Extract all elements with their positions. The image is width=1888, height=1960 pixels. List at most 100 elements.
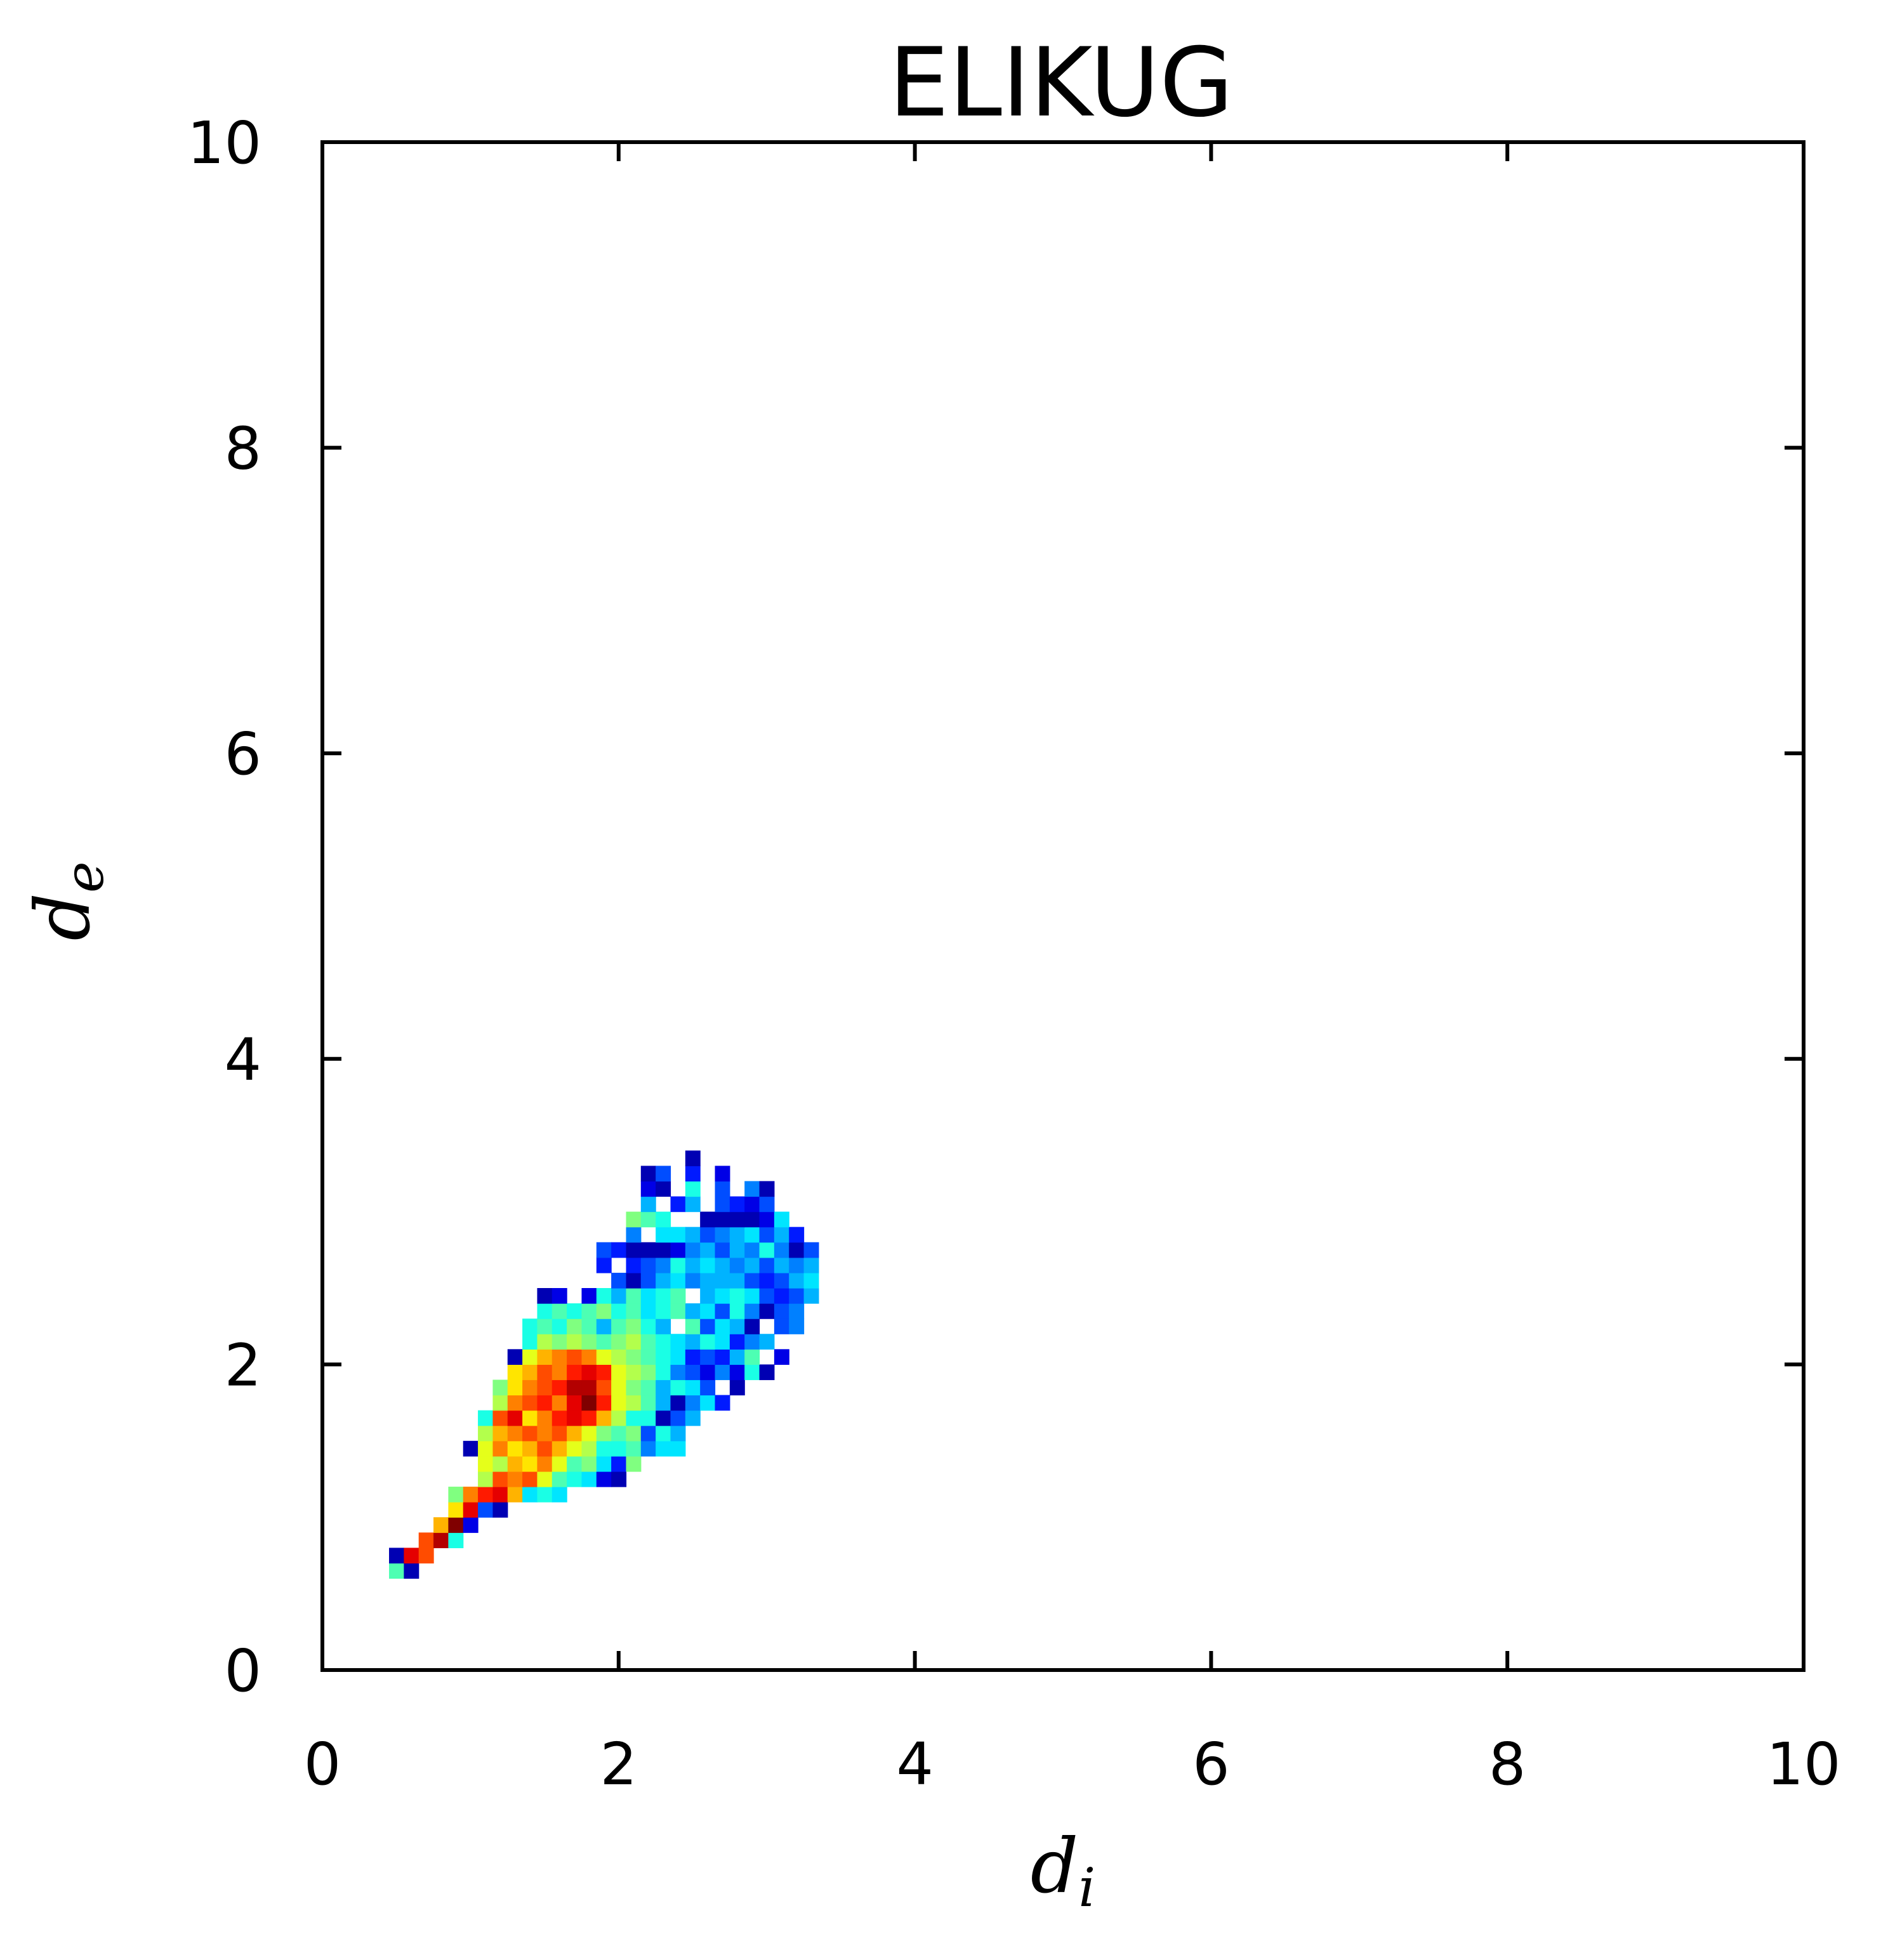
heatmap-cell: [685, 1379, 701, 1396]
heatmap-cell: [715, 1334, 730, 1350]
heatmap-cell: [522, 1334, 538, 1350]
heatmap-cell: [581, 1471, 597, 1487]
heatmap-cell: [551, 1395, 567, 1411]
heatmap-cell: [551, 1456, 567, 1472]
heatmap-cell: [596, 1456, 612, 1472]
heatmap-cell: [537, 1456, 553, 1472]
heatmap-cell: [537, 1303, 553, 1319]
y-tick-label: 4: [224, 1026, 261, 1094]
heatmap-cell: [611, 1272, 627, 1289]
heatmap-cell: [685, 1319, 701, 1334]
y-axis-label-sub: e: [53, 861, 116, 893]
y-tick-label: 0: [224, 1637, 261, 1705]
heatmap-cell: [656, 1440, 671, 1457]
heatmap-cell: [611, 1242, 627, 1258]
heatmap-cell: [522, 1425, 538, 1442]
heatmap-cell: [656, 1166, 671, 1182]
heatmap-cell: [389, 1548, 404, 1564]
heatmap-cell: [581, 1425, 597, 1442]
heatmap-cell: [744, 1211, 760, 1228]
heatmap-cell: [774, 1319, 789, 1334]
y-tick-label: 10: [187, 109, 261, 177]
heatmap-cell: [729, 1334, 745, 1350]
x-axis-label-sub: i: [1078, 1857, 1095, 1919]
heatmap-cell: [611, 1395, 627, 1411]
heatmap-cell: [640, 1410, 656, 1426]
heatmap-cell: [803, 1288, 819, 1304]
heatmap-cell: [492, 1502, 508, 1518]
heatmap-cell: [537, 1349, 553, 1365]
heatmap-cell: [551, 1319, 567, 1334]
x-tick-label: 2: [600, 1730, 638, 1798]
heatmap-cell: [581, 1440, 597, 1457]
heatmap-cell: [626, 1272, 642, 1289]
heatmap-cell: [463, 1517, 479, 1533]
heatmap-cell: [507, 1364, 523, 1381]
heatmap-cell: [507, 1379, 523, 1396]
heatmap-cell: [715, 1181, 730, 1197]
heatmap-cell: [670, 1395, 686, 1411]
heatmap-cell: [626, 1456, 642, 1472]
heatmap-cell: [700, 1364, 716, 1381]
heatmap-cell: [744, 1319, 760, 1334]
heatmap-cell: [715, 1319, 730, 1334]
heatmap-cell: [611, 1319, 627, 1334]
x-tick-label: 10: [1766, 1730, 1840, 1798]
heatmap-cell: [626, 1395, 642, 1411]
heatmap-cell: [581, 1319, 597, 1334]
heatmap-cell: [626, 1425, 642, 1442]
heatmap-cell: [789, 1272, 805, 1289]
heatmap-cell: [803, 1242, 819, 1258]
heatmap-cell: [567, 1319, 583, 1334]
heatmap-cell: [581, 1349, 597, 1365]
heatmap-cell: [596, 1242, 612, 1258]
heatmap-cell: [774, 1242, 789, 1258]
heatmap-cell: [656, 1319, 671, 1334]
x-axis-label: di: [1031, 1822, 1095, 1919]
heatmap-cell: [656, 1272, 671, 1289]
y-axis-label-main: d: [19, 893, 107, 941]
heatmap-cell: [611, 1303, 627, 1319]
heatmap-cell: [551, 1334, 567, 1350]
heatmap-cell: [626, 1440, 642, 1457]
heatmap-cell: [463, 1440, 479, 1457]
heatmap-cell: [596, 1425, 612, 1442]
heatmap-cell: [715, 1196, 730, 1213]
heatmap-cell: [492, 1379, 508, 1396]
heatmap-cell: [729, 1242, 745, 1258]
heatmap-cell: [581, 1364, 597, 1381]
heatmap-cell: [448, 1502, 464, 1518]
heatmap-cell: [448, 1517, 464, 1533]
heatmap-cells: [389, 1150, 819, 1579]
heatmap-cell: [685, 1181, 701, 1197]
heatmap-cell: [507, 1395, 523, 1411]
heatmap-cell: [685, 1257, 701, 1273]
heatmap-cell: [551, 1487, 567, 1503]
heatmap-cell: [507, 1425, 523, 1442]
heatmap-cell: [537, 1395, 553, 1411]
heatmap-cell: [433, 1517, 449, 1533]
heatmap-cell: [551, 1471, 567, 1487]
heatmap-cell: [478, 1410, 494, 1426]
heatmap-cell: [596, 1364, 612, 1381]
heatmap-cell: [656, 1349, 671, 1365]
heatmap-cell: [522, 1440, 538, 1457]
heatmap-cell: [759, 1242, 775, 1258]
heatmap-cell: [729, 1272, 745, 1289]
heatmap-cell: [656, 1181, 671, 1197]
heatmap-cell: [448, 1487, 464, 1503]
heatmap-cell: [670, 1440, 686, 1457]
heatmap-cell: [700, 1288, 716, 1304]
heatmap-cell: [640, 1395, 656, 1411]
heatmap-cell: [596, 1334, 612, 1350]
heatmap-cell: [759, 1196, 775, 1213]
heatmap-cell: [492, 1487, 508, 1503]
heatmap-cell: [626, 1349, 642, 1365]
heatmap-cell: [551, 1440, 567, 1457]
heatmap-cell: [656, 1379, 671, 1396]
heatmap-cell: [656, 1288, 671, 1304]
heatmap-cell: [463, 1502, 479, 1518]
heatmap-cell: [700, 1303, 716, 1319]
heatmap-cell: [567, 1471, 583, 1487]
heatmap-cell: [551, 1349, 567, 1365]
